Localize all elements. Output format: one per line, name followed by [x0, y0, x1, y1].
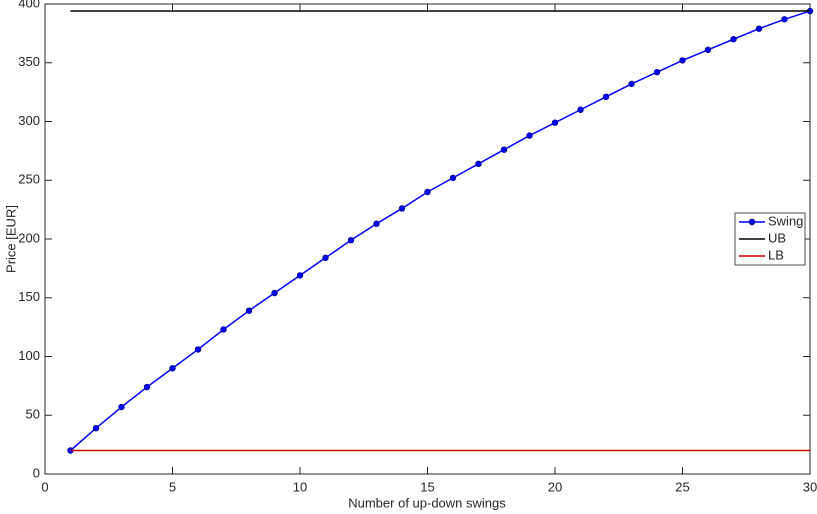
legend-marker	[748, 218, 756, 226]
point	[679, 57, 686, 64]
point	[118, 403, 125, 411]
x-tick-label: 10	[293, 479, 307, 494]
point	[424, 188, 431, 196]
plot-area	[44, 3, 811, 475]
point	[169, 365, 176, 372]
point	[143, 383, 151, 391]
series-line	[70, 10, 811, 452]
y-tick-label: 300	[18, 113, 40, 128]
point	[577, 106, 584, 113]
x-tick-label: 0	[41, 479, 48, 494]
x-tick-label: 20	[548, 479, 562, 494]
point	[730, 36, 737, 43]
point	[220, 326, 227, 333]
point	[373, 220, 380, 227]
point	[398, 205, 406, 212]
point	[245, 307, 253, 314]
point	[475, 160, 482, 167]
y-tick-label: 250	[18, 172, 40, 187]
y-tick-label: 200	[18, 230, 40, 245]
point	[347, 236, 355, 244]
point	[296, 272, 304, 279]
x-tick-label: 30	[803, 479, 817, 494]
point	[602, 93, 610, 101]
x-tick-label: 15	[420, 479, 434, 494]
point	[704, 46, 712, 54]
y-tick-label: 400	[18, 0, 40, 10]
y-tick-label: 350	[18, 54, 40, 69]
point	[755, 25, 763, 32]
point	[628, 80, 635, 88]
point	[551, 119, 559, 126]
y-tick-label: 50	[26, 407, 40, 422]
x-axis-label: Number of up-down swings	[348, 495, 506, 510]
point	[92, 424, 100, 432]
point	[653, 68, 661, 76]
y-tick-label: 0	[33, 465, 40, 480]
point	[322, 254, 329, 261]
y-tick-label: 150	[18, 289, 40, 304]
y-tick-label: 100	[18, 348, 40, 363]
legend-label: UB	[768, 230, 786, 245]
x-tick-label: 25	[675, 479, 689, 494]
point	[449, 174, 457, 182]
point	[500, 146, 508, 153]
legend-label: LB	[768, 247, 784, 262]
y-axis-label: Price [EUR]	[3, 205, 18, 273]
point	[271, 289, 278, 297]
legend-label: Swing	[768, 213, 803, 228]
point	[781, 16, 788, 23]
point	[526, 132, 533, 139]
point	[194, 346, 202, 353]
x-tick-label: 5	[169, 479, 176, 494]
